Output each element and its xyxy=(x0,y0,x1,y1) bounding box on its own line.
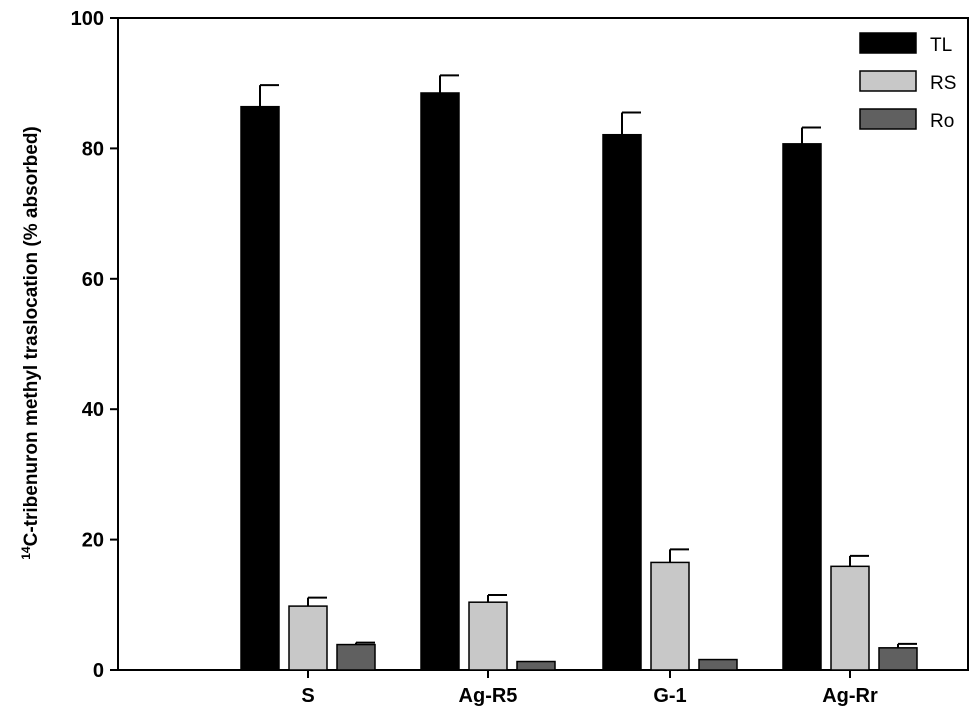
x-tick-label: Ag-R5 xyxy=(459,685,518,707)
legend-swatch-tl xyxy=(859,32,917,54)
y-axis-title: 14C-tribenuron methyl traslocation (% ab… xyxy=(19,126,42,560)
bars xyxy=(240,74,918,671)
legend-swatch-rs xyxy=(859,70,917,92)
legend-label-ro: Ro xyxy=(930,111,954,132)
bar-rs xyxy=(468,601,508,671)
y-tick-label: 60 xyxy=(82,269,104,291)
legend-label-rs: RS xyxy=(930,73,956,94)
y-tick-label: 20 xyxy=(82,530,104,552)
x-tick-label: Ag-Rr xyxy=(822,685,878,707)
bar-tl xyxy=(782,143,822,671)
y-tick-label: 100 xyxy=(71,8,104,30)
bar-ro xyxy=(336,643,376,671)
bar-ro xyxy=(698,658,738,671)
y-axis: 0 20 40 60 80 100 xyxy=(71,8,118,682)
x-axis: S Ag-R5 G-1 Ag-Rr xyxy=(301,670,878,707)
legend-label-tl: TL xyxy=(930,35,952,56)
y-axis-title-superscript: 14 xyxy=(19,546,33,560)
legend-swatch-ro xyxy=(859,108,917,130)
y-tick-label: 40 xyxy=(82,399,104,421)
bar-rs xyxy=(650,561,690,671)
legend: TL RS Ro xyxy=(859,32,956,132)
bar-tl xyxy=(602,133,642,671)
bar-rs xyxy=(830,565,870,671)
bar-ro xyxy=(878,647,918,671)
bar-tl xyxy=(420,92,460,671)
x-tick-label: G-1 xyxy=(653,685,686,707)
bar-ro xyxy=(516,660,556,671)
y-tick-label: 0 xyxy=(93,660,104,682)
y-tick-label: 80 xyxy=(82,138,104,160)
bar-tl xyxy=(240,105,280,671)
y-axis-title-text: C-tribenuron methyl traslocation (% abso… xyxy=(21,126,42,546)
x-tick-label: S xyxy=(301,685,314,707)
bar-rs xyxy=(288,605,328,671)
